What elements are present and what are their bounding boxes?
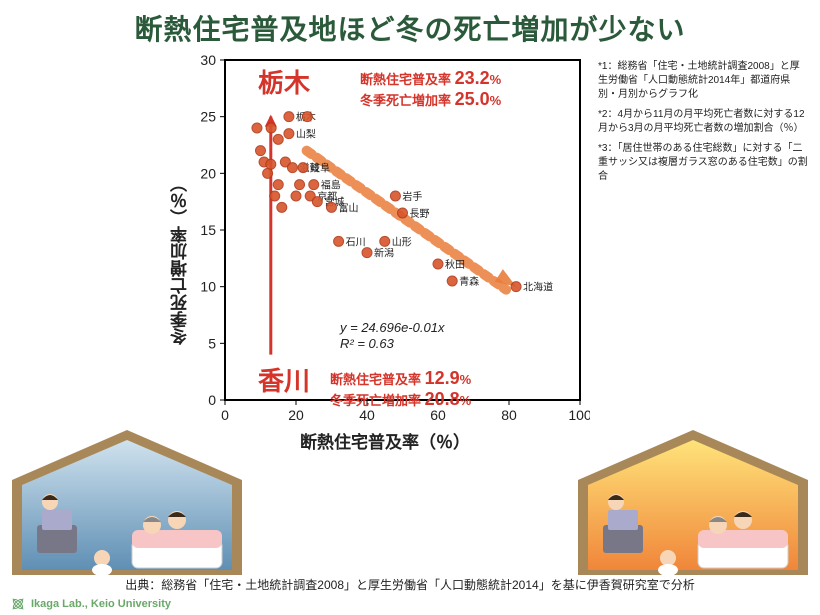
svg-text:石川: 石川 xyxy=(346,237,366,248)
highlight-kagawa-stats: 断熱住宅普及率 12.9% 冬季死亡増加率 20.8% xyxy=(330,368,471,410)
highlight-tochigi: 栃木 xyxy=(258,70,310,96)
svg-text:長野: 長野 xyxy=(410,208,430,220)
x-axis-label: 断熱住宅普及率（％） xyxy=(300,428,470,453)
svg-text:0: 0 xyxy=(208,392,216,408)
svg-text:30: 30 xyxy=(200,52,216,68)
svg-text:富山: 富山 xyxy=(339,201,359,214)
lab-footer: Ikaga Lab., Keio University xyxy=(10,596,171,612)
svg-text:青森: 青森 xyxy=(459,275,479,288)
svg-text:岩手: 岩手 xyxy=(402,190,422,203)
svg-text:0: 0 xyxy=(221,407,229,423)
lab-icon xyxy=(10,596,26,612)
house-illustration-cold xyxy=(12,430,242,575)
svg-text:山梨: 山梨 xyxy=(296,128,316,141)
highlight-kagawa: 香川 xyxy=(258,368,310,394)
svg-text:25: 25 xyxy=(200,109,216,125)
highlight-tochigi-stats: 断熱住宅普及率 23.2% 冬季死亡増加率 25.0% xyxy=(360,68,501,110)
svg-text:福島: 福島 xyxy=(321,179,341,192)
svg-text:20: 20 xyxy=(200,165,216,181)
note-3: *3：「居住世帯のある住宅総数」に対する「二重サッシ又は複層ガラス窓のある住宅数… xyxy=(598,142,808,184)
svg-text:80: 80 xyxy=(501,407,517,423)
svg-text:岐阜: 岐阜 xyxy=(310,162,330,175)
svg-text:山形: 山形 xyxy=(392,236,412,248)
footnotes: *1：総務省「住宅・土地統計調査2008」と厚生労働省「人口動態統計2014年」… xyxy=(598,60,808,190)
svg-text:秋田: 秋田 xyxy=(445,258,465,271)
svg-text:5: 5 xyxy=(208,335,216,351)
page-title: 断熱住宅普及地ほど冬の死亡増加が少ない xyxy=(0,8,820,48)
svg-text:20: 20 xyxy=(288,407,304,423)
svg-text:北海道: 北海道 xyxy=(523,281,553,294)
note-1: *1：総務省「住宅・土地統計調査2008」と厚生労働省「人口動態統計2014年」… xyxy=(598,60,808,102)
svg-text:新潟: 新潟 xyxy=(374,247,394,260)
citation-text: 出典：総務省「住宅・土地統計調査2008」と厚生労働省「人口動態統計2014」を… xyxy=(0,576,820,593)
svg-text:10: 10 xyxy=(200,279,216,295)
svg-text:15: 15 xyxy=(200,222,216,238)
svg-text:100: 100 xyxy=(568,407,590,423)
lab-name: Ikaga Lab., Keio University xyxy=(31,598,171,610)
note-2: *2：4月から11月の月平均死亡者数に対する12月から3月の月平均死亡者数の増加… xyxy=(598,108,808,136)
r2-text: R² = 0.63 xyxy=(340,336,394,351)
house-illustration-warm xyxy=(578,430,808,575)
equation-text: y = 24.696e-0.01x xyxy=(340,320,444,335)
